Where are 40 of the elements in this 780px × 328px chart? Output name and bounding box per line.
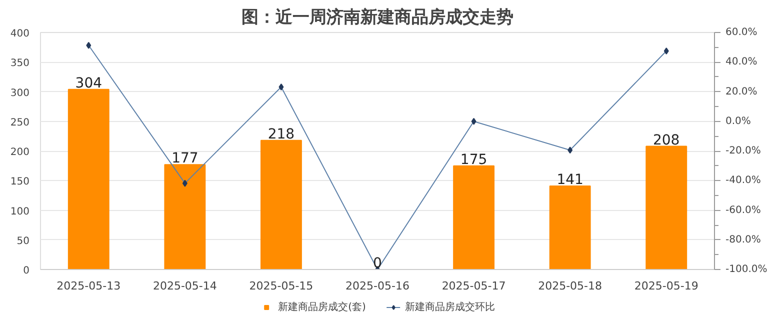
bar — [453, 165, 495, 270]
y-tick-label: 100 — [10, 206, 30, 218]
legend-label: 新建商品房成交(套) — [278, 300, 366, 314]
x-tick-label: 2025-05-13 — [56, 280, 121, 292]
bar — [260, 140, 302, 270]
y-tick-label: 50 — [16, 236, 30, 247]
y-tick-label: 400 — [10, 28, 30, 40]
y2-tick-label: 20.0% — [726, 86, 758, 98]
y2-tick-label: -60.0% — [726, 204, 761, 216]
x-tick-label: 2025-05-19 — [634, 280, 698, 292]
y2-tick-label: -80.0% — [726, 234, 761, 246]
y2-tick-label: -100.0% — [726, 264, 768, 275]
y-tick-label: 200 — [10, 147, 30, 158]
x-tick-label: 2025-05-18 — [538, 280, 602, 292]
data-label: 141 — [556, 172, 584, 188]
bar — [164, 164, 206, 270]
x-tick-label: 2025-05-16 — [346, 280, 410, 292]
legend-label: 新建商品房成交环比 — [404, 300, 495, 314]
bar — [549, 185, 591, 270]
y2-tick-label: 40.0% — [726, 56, 758, 68]
x-tick-label: 2025-05-17 — [442, 280, 506, 292]
data-label: 218 — [268, 126, 295, 142]
data-label: 175 — [460, 152, 488, 168]
chart-title: 图：近一周济南新建商品房成交走势 — [242, 8, 514, 28]
y-tick-label: 250 — [10, 117, 30, 128]
y2-tick-label: -20.0% — [726, 146, 761, 156]
data-label: 208 — [652, 132, 680, 148]
y2-tick-label: 60.0% — [726, 27, 758, 38]
x-tick-label: 2025-05-14 — [152, 280, 217, 292]
data-label: 177 — [172, 150, 198, 167]
y-tick-label: 300 — [10, 88, 30, 99]
data-label: 304 — [75, 75, 102, 92]
y-tick-label: 150 — [10, 176, 30, 188]
x-tick-label: 2025-05-15 — [249, 280, 314, 292]
y-tick-label: 350 — [10, 58, 30, 70]
y2-tick-label: 0.0% — [726, 116, 751, 127]
y2-tick-label: -40.0% — [726, 175, 761, 186]
bar — [68, 88, 110, 270]
bar — [646, 146, 688, 270]
y-tick-label: 0 — [23, 266, 30, 276]
